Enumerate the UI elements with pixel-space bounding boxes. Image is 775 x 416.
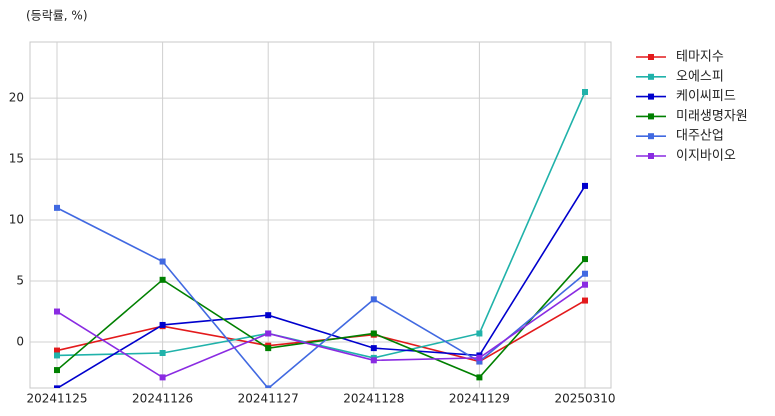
point-marker [582,182,588,189]
y-tick-label: 5 [16,274,24,288]
x-tick-label: 20241125 [26,392,87,406]
x-tick-label: 20241128 [343,392,404,406]
y-tick-label: 15 [9,152,24,166]
point-marker [476,354,483,361]
point-marker [265,345,272,352]
legend-label: 대주산업 [676,129,724,144]
point-marker [370,296,377,303]
legend-marker [648,113,654,120]
point-marker [582,89,588,96]
point-marker [582,297,588,304]
series-line [56,185,586,388]
point-marker [54,347,60,354]
point-marker [54,308,60,315]
legend-marker [648,153,654,159]
series-line [56,207,586,388]
x-tick-label: 20241129 [449,392,510,406]
point-marker [370,330,377,337]
point-marker [159,258,166,265]
y-tick-label: 10 [9,213,24,227]
legend-marker [648,93,654,100]
y-tick-label: 20 [9,91,24,105]
x-tick-label: 20241127 [238,392,299,406]
point-marker [370,357,377,364]
legend-label: 미래생명자원 [676,109,748,124]
point-marker [265,385,272,388]
point-marker [159,374,166,381]
point-marker [265,330,272,337]
point-marker [476,374,483,381]
point-marker [370,345,377,352]
legend-label: 테마지수 [676,50,724,65]
point-marker [476,358,483,365]
point-marker [54,352,60,359]
plot-frame [29,41,612,389]
series-line [56,258,586,379]
point-marker [54,367,60,374]
point-marker [582,270,588,277]
point-marker [476,330,483,337]
point-marker [159,349,166,356]
y-axis-label: (등락률, %) [26,9,88,23]
point-marker [582,256,588,263]
legend-marker [648,73,654,80]
legend-label: 케이씨피드 [676,89,736,104]
legend-marker [648,133,654,140]
point-marker [159,321,166,328]
point-marker [54,204,60,211]
point-marker [159,276,166,283]
series-line [56,284,586,379]
legend-label: 이지바이오 [676,149,736,164]
point-marker [265,312,272,319]
y-tick-label: 0 [16,335,24,349]
x-tick-label: 20241126 [132,392,193,406]
legend-label: 오에스피 [676,69,724,84]
series-line [56,91,586,359]
x-tick-label: 20250310 [554,392,615,406]
plot-area [54,89,588,388]
point-marker [54,385,60,388]
point-marker [582,281,588,288]
legend-marker [648,54,654,60]
